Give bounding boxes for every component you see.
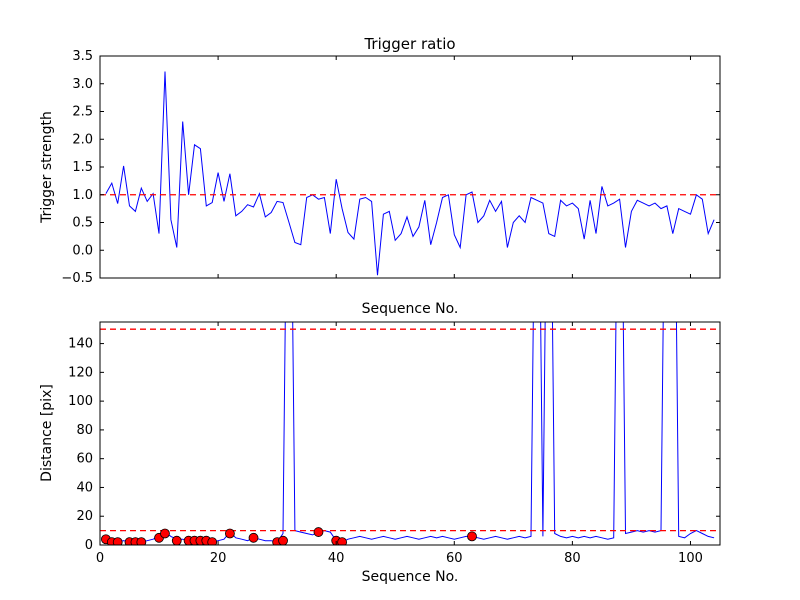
- bottom-x-tick-label: 60: [446, 551, 463, 566]
- bottom-marker: [160, 528, 170, 539]
- bottom-y-tick-label: 80: [76, 423, 93, 438]
- top-y-tick-label: 3.0: [72, 77, 93, 92]
- bottom-x-tick-label: 20: [210, 551, 227, 566]
- bottom-data-line: [105, 322, 715, 543]
- bottom-marker: [207, 537, 218, 545]
- bottom-y-tick-label: 100: [68, 394, 93, 409]
- top-y-tick-label: 0.5: [72, 216, 93, 231]
- bottom-y-tick-label: 0: [85, 538, 93, 553]
- top-data-line: [105, 71, 715, 276]
- bottom-frame: [99, 321, 721, 546]
- bottom-axes: 0 20 40 60 80 100 0 20 40 60 80 100 120 140: [68, 321, 721, 566]
- top-x-axis-label: Sequence No.: [361, 301, 459, 317]
- top-frame: [99, 55, 721, 279]
- bottom-marker: [225, 528, 235, 539]
- bottom-y-tick-label: 140: [68, 337, 93, 352]
- bottom-marker: [337, 537, 347, 545]
- top-axes: −0.5 0.0 0.5 1.0 1.5 2.0 2.5 3.0 3.5: [61, 49, 721, 286]
- bottom-marker: [278, 535, 288, 545]
- top-y-tick-label: 1.5: [72, 160, 93, 175]
- top-y-tick-label: 0.0: [72, 243, 93, 258]
- bottom-y-tick-label: 20: [76, 509, 93, 524]
- top-y-tick-label: 3.5: [72, 49, 93, 64]
- bottom-x-axis-label: Sequence No.: [361, 569, 459, 585]
- chart-title: Trigger ratio: [364, 35, 456, 53]
- bottom-x-tick-label: 80: [564, 551, 581, 566]
- bottom-y-tick-label: 120: [68, 365, 93, 380]
- bottom-marker: [467, 531, 477, 542]
- bottom-x-tick-label: 0: [96, 551, 104, 566]
- bottom-marker: [313, 527, 324, 537]
- bottom-marker: [248, 532, 259, 543]
- top-y-tick-label: 2.5: [72, 105, 93, 120]
- bottom-marker: [112, 537, 123, 545]
- bottom-x-tick-label: 100: [678, 551, 703, 566]
- bottom-marker: [136, 537, 147, 545]
- bottom-marker: [171, 535, 182, 545]
- top-y-tick-label: −0.5: [61, 271, 93, 286]
- top-y-tick-label: 1.0: [72, 188, 93, 203]
- top-y-tick-label: 2.0: [72, 132, 93, 147]
- bottom-y-tick-label: 40: [76, 480, 93, 495]
- bottom-y-tick-label: 60: [76, 452, 93, 467]
- bottom-x-tick-label: 40: [328, 551, 345, 566]
